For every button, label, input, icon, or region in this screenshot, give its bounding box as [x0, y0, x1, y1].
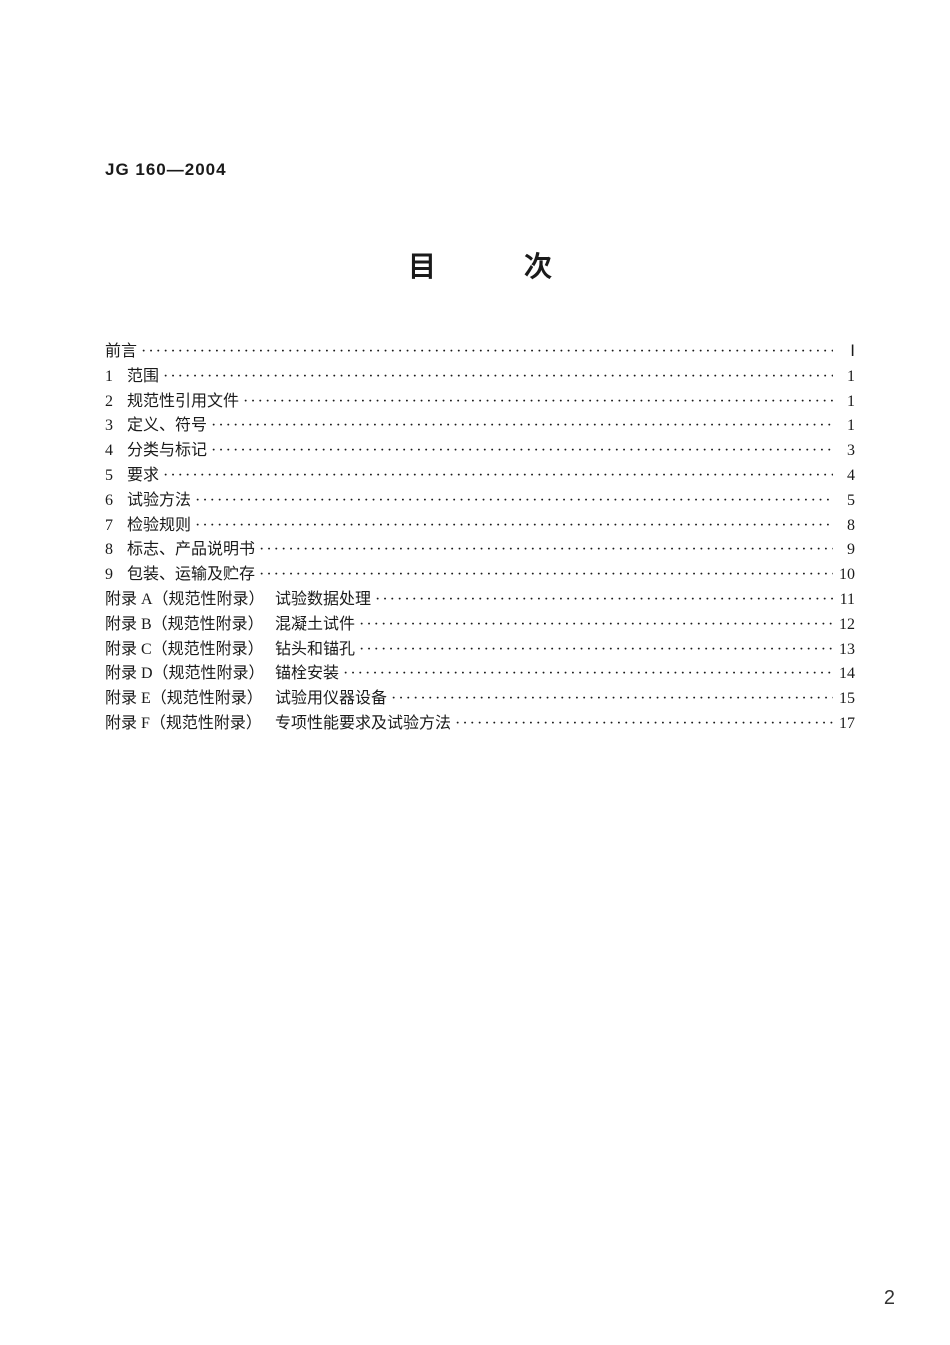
toc-entry: 8 标志、产品说明书 ·····························… — [105, 538, 855, 563]
toc-label: 试验数据处理 — [275, 588, 371, 613]
toc-entry: 4 分类与标记 ································… — [105, 439, 855, 464]
toc-entry: 6 试验方法 ·································… — [105, 489, 855, 514]
toc-number: 2 — [105, 390, 127, 415]
toc-appendix-prefix: 附录 F（规范性附录） — [105, 712, 275, 737]
toc-label: 混凝土试件 — [275, 613, 355, 638]
toc-number: 3 — [105, 414, 127, 439]
toc-dots: ········································… — [137, 340, 833, 365]
toc-dots: ········································… — [159, 365, 833, 390]
toc-label: 定义、符号 — [127, 414, 207, 439]
toc-entry: 3 定义、符号 ································… — [105, 414, 855, 439]
toc-label: 锚栓安装 — [275, 662, 339, 687]
page-number: 2 — [884, 1287, 895, 1310]
toc-appendix-prefix: 附录 D（规范性附录） — [105, 662, 275, 687]
toc-label: 标志、产品说明书 — [127, 538, 255, 563]
toc-dots: ········································… — [355, 613, 833, 638]
toc-dots: ········································… — [451, 712, 833, 737]
toc-number: 4 — [105, 439, 127, 464]
toc-page: 8 — [833, 514, 855, 539]
toc-dots: ········································… — [339, 662, 833, 687]
toc-entry: 1 范围 ···································… — [105, 365, 855, 390]
toc-label: 试验方法 — [127, 489, 191, 514]
toc-appendix-entry: 附录 A（规范性附录） 试验数据处理 ·····················… — [105, 588, 855, 613]
toc-number: 7 — [105, 514, 127, 539]
toc-page: 12 — [833, 613, 855, 638]
toc-label: 检验规则 — [127, 514, 191, 539]
toc-page: 3 — [833, 439, 855, 464]
toc-dots: ········································… — [371, 588, 833, 613]
toc-number: 8 — [105, 538, 127, 563]
toc-dots: ········································… — [255, 538, 833, 563]
toc-label: 包装、运输及贮存 — [127, 563, 255, 588]
toc-appendix-entry: 附录 F（规范性附录） 专项性能要求及试验方法 ················… — [105, 712, 855, 737]
toc-appendix-prefix: 附录 A（规范性附录） — [105, 588, 275, 613]
toc-appendix-prefix: 附录 E（规范性附录） — [105, 687, 275, 712]
page-container: JG 160—2004 目 次 前言 ·····················… — [0, 0, 950, 737]
toc-page: 1 — [833, 414, 855, 439]
toc-page: 15 — [833, 687, 855, 712]
toc-page: 9 — [833, 538, 855, 563]
toc-label: 钻头和锚孔 — [275, 638, 355, 663]
toc-number: 5 — [105, 464, 127, 489]
toc-entry: 7 检验规则 ·································… — [105, 514, 855, 539]
toc-page: Ⅰ — [833, 340, 855, 365]
toc-dots: ········································… — [387, 687, 833, 712]
toc-dots: ········································… — [355, 638, 833, 663]
toc-page: 10 — [833, 563, 855, 588]
toc-dots: ········································… — [239, 390, 833, 415]
toc-entry: 2 规范性引用文件 ······························… — [105, 390, 855, 415]
toc-page: 17 — [833, 712, 855, 737]
toc-appendix-prefix: 附录 B（规范性附录） — [105, 613, 275, 638]
toc-entry: 9 包装、运输及贮存 ·····························… — [105, 563, 855, 588]
toc-number: 6 — [105, 489, 127, 514]
toc-page: 1 — [833, 365, 855, 390]
toc-page: 13 — [833, 638, 855, 663]
toc-appendix-prefix: 附录 C（规范性附录） — [105, 638, 275, 663]
toc-entry: 前言 ·····································… — [105, 340, 855, 365]
toc-label: 前言 — [105, 340, 137, 365]
toc-label: 要求 — [127, 464, 159, 489]
toc-label: 规范性引用文件 — [127, 390, 239, 415]
toc-appendix-entry: 附录 D（规范性附录） 锚栓安装 ·······················… — [105, 662, 855, 687]
toc-dots: ········································… — [207, 414, 833, 439]
toc-number: 9 — [105, 563, 127, 588]
toc-appendix-entry: 附录 B（规范性附录） 混凝土试件 ······················… — [105, 613, 855, 638]
toc-dots: ········································… — [255, 563, 833, 588]
toc-page: 5 — [833, 489, 855, 514]
table-of-contents: 前言 ·····································… — [105, 340, 855, 737]
toc-label: 分类与标记 — [127, 439, 207, 464]
toc-page: 4 — [833, 464, 855, 489]
toc-number: 1 — [105, 365, 127, 390]
toc-page: 1 — [833, 390, 855, 415]
toc-label: 试验用仪器设备 — [275, 687, 387, 712]
toc-appendix-entry: 附录 C（规范性附录） 钻头和锚孔 ······················… — [105, 638, 855, 663]
toc-appendix-entry: 附录 E（规范性附录） 试验用仪器设备 ····················… — [105, 687, 855, 712]
toc-page: 14 — [833, 662, 855, 687]
toc-dots: ········································… — [207, 439, 833, 464]
toc-label: 专项性能要求及试验方法 — [275, 712, 451, 737]
toc-page: 11 — [833, 588, 855, 613]
page-title: 目 次 — [105, 245, 855, 285]
toc-dots: ········································… — [191, 489, 833, 514]
document-standard-number: JG 160—2004 — [105, 160, 855, 180]
toc-entry: 5 要求 ···································… — [105, 464, 855, 489]
toc-dots: ········································… — [191, 514, 833, 539]
toc-dots: ········································… — [159, 464, 833, 489]
toc-label: 范围 — [127, 365, 159, 390]
